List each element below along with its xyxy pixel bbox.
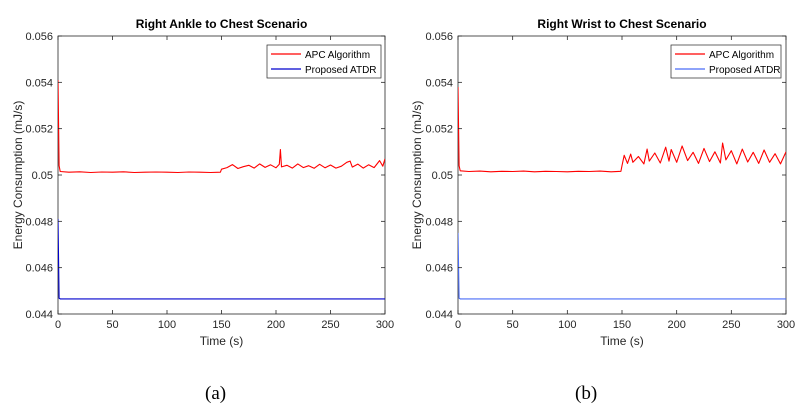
y-tick-label-b-0: 0.044	[425, 309, 453, 321]
x-tick-label-a-5: 250	[321, 319, 339, 331]
y-tick-label-b-5: 0.054	[425, 77, 453, 89]
x-tick-label-b-5: 250	[722, 319, 740, 331]
series-line-b-apc	[458, 86, 786, 173]
plot-area-a	[57, 35, 386, 315]
x-tick-label-a-3: 150	[212, 319, 230, 331]
x-tick-label-b-4: 200	[667, 319, 685, 331]
y-tick-label-b-4: 0.052	[425, 124, 453, 136]
legend-box-a	[266, 44, 382, 79]
y-tick-label-b-2: 0.048	[425, 216, 453, 228]
y-tick-label-b-3: 0.05	[432, 170, 453, 182]
x-tick-label-b-2: 100	[558, 319, 576, 331]
y-tick-label-a-1: 0.046	[25, 263, 53, 275]
y-axis-label-b: Energy Consumption (mJ/s)	[410, 101, 424, 250]
y-tick-label-a-0: 0.044	[25, 309, 53, 321]
y-axis-label-a: Energy Consumption (mJ/s)	[11, 101, 25, 250]
series-line-a-atdr	[58, 218, 385, 300]
chart-panel-a: 0 50 100 150 200 250 300 0.044 0.046 0.048 0.05 0.0…	[11, 17, 394, 348]
chart-title-b: Right Wrist to Chest Scenario	[537, 17, 706, 31]
y-tick-label-a-4: 0.052	[25, 124, 53, 136]
legend-label-a-atdr: Proposed ATDR	[305, 65, 377, 76]
x-tick-label-a-6: 300	[376, 319, 394, 331]
y-tick-label-b-6: 0.056	[425, 31, 453, 43]
legend-b: APC Algorithm Proposed ATDR	[670, 44, 782, 79]
series-line-b-atdr	[458, 232, 786, 300]
y-tick-label-a-6: 0.056	[25, 31, 53, 43]
x-axis-label-b: Time (s)	[600, 334, 644, 348]
y-tick-label-a-2: 0.048	[25, 216, 53, 228]
y-tick-label-b-1: 0.046	[425, 263, 453, 275]
chart-title-a: Right Ankle to Chest Scenario	[136, 17, 308, 31]
legend-a: APC Algorithm Proposed ATDR	[266, 44, 382, 79]
x-tick-label-b-3: 150	[613, 319, 631, 331]
legend-box-b	[670, 44, 782, 79]
series-line-a-apc	[58, 79, 385, 174]
x-tick-label-a-2: 100	[158, 319, 176, 331]
y-tick-label-a-3: 0.05	[32, 170, 53, 182]
x-tick-label-b-6: 300	[777, 319, 795, 331]
chart-panel-b: 0 50 100 150 200 250 300 0.044 0.046 0.048 0.05 0.0…	[410, 17, 795, 348]
series-group-b	[458, 86, 786, 300]
x-tick-label-a-1: 50	[106, 319, 118, 331]
x-axis-label-a: Time (s)	[200, 334, 244, 348]
legend-label-b-atdr: Proposed ATDR	[709, 65, 781, 76]
x-tick-label-a-0: 0	[55, 319, 61, 331]
series-group-a	[58, 79, 385, 300]
caption-a: (a)	[205, 383, 227, 404]
y-tick-label-a-5: 0.054	[25, 77, 53, 89]
x-tick-label-b-0: 0	[455, 319, 461, 331]
legend-label-b-apc: APC Algorithm	[709, 50, 774, 61]
legend-label-a-apc: APC Algorithm	[305, 50, 370, 61]
caption-b: (b)	[575, 383, 598, 404]
x-tick-label-b-1: 50	[507, 319, 519, 331]
x-tick-label-a-4: 200	[267, 319, 285, 331]
